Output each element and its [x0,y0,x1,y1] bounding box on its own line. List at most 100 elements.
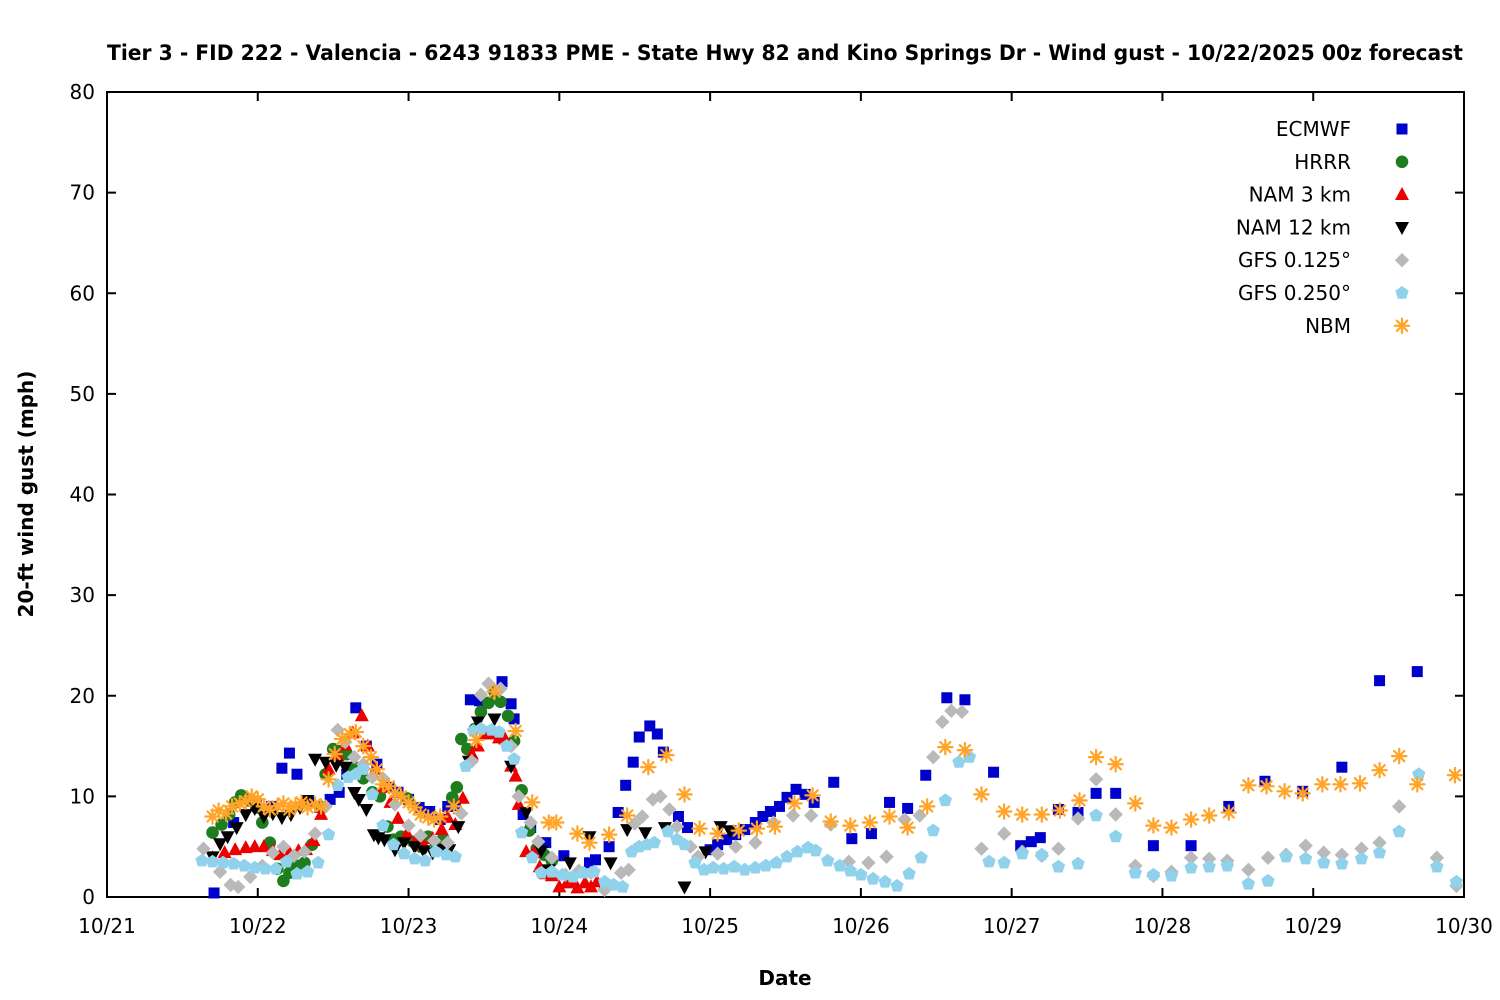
ecmwf-data-point [590,854,602,866]
gfs-0-250-data-point [474,722,488,735]
legend-label-gfs-0-125: GFS 0.125° [1238,248,1351,272]
ecmwf-data-point [865,828,877,840]
y-axis-title: 20-ft wind gust (mph) [14,371,38,618]
nbm-data-point [210,802,227,819]
nbm-data-point [412,806,429,823]
gfs-0-125-data-point [440,835,455,850]
nbm-data-point [269,798,286,815]
nam-12-km-data-point [274,812,289,826]
nam-12-km-data-point [638,827,653,841]
legend-item-nam-3-km: NAM 3 km [1249,183,1409,207]
nbm-data-point [748,820,766,837]
gfs-0-125-data-point [662,802,677,817]
gfs-0-250-data-point [1372,845,1387,859]
nam-12-km-data-point [377,834,392,848]
nbm-data-point [306,796,324,813]
gfs-0-125-data-point [748,835,763,850]
x-tick-label: 10/28 [1134,914,1192,938]
legend-item-hrrr: HRRR [1294,150,1409,174]
gfs-0-250-data-point [555,867,569,881]
gfs-0-250-data-point [821,853,835,867]
nam-12-km-data-point [722,825,737,839]
gfs-0-250-data-point [938,793,952,807]
nbm-data-point [312,798,330,815]
gfs-0-250-data-point [407,851,422,865]
gfs-0-250-data-point [769,855,784,869]
gfs-0-250-data-point [790,844,805,858]
nbm-data-point [1294,785,1311,802]
gfs-0-250-data-point [982,854,996,868]
y-tick-label: 20 [70,684,95,708]
gfs-0-250-data-point [507,752,521,765]
nam-12-km-data-point [351,793,366,807]
nbm-data-point [581,834,598,851]
gfs-0-125-data-point [1298,838,1313,853]
y-tick-label: 60 [70,281,95,305]
nbm-data-point [1013,806,1031,823]
ecmwf-data-point [508,713,520,725]
nam-12-km-data-point [534,845,549,859]
hrrr-data-point [482,696,495,710]
nam-3-km-legend-marker-icon [1395,187,1409,200]
nbm-data-point [425,811,443,828]
nam-3-km-data-point [228,842,243,856]
nbm-data-point [281,801,298,818]
y-tick-label: 40 [70,483,95,507]
x-tick-label: 10/22 [229,914,287,938]
gfs-0-250-data-point [525,850,539,864]
nbm-data-point [918,798,936,815]
nbm-data-point [1200,807,1218,824]
nam-3-km-data-point [552,879,567,893]
ecmwf-data-point [712,839,724,851]
gfs-0-125-data-point [493,681,508,696]
gfs-0-250-data-point [890,878,904,892]
x-tick-label: 10/27 [983,914,1041,938]
ecmwf-data-point [828,776,840,788]
gfs-0-250-data-point [576,865,591,879]
nbm-data-point [287,797,304,814]
x-tick-label: 10/26 [832,914,890,938]
legend-item-gfs-0-250: GFS 0.250° [1238,281,1409,305]
nbm-data-point [231,795,248,812]
gfs-0-125-data-point [265,845,281,860]
nbm-data-point [223,798,241,815]
gfs-0-250-data-point [1128,865,1142,879]
gfs-0-250-data-point [748,860,762,874]
series-nam-12-km [205,713,737,895]
gfs-0-250-data-point [661,824,675,838]
nbm-data-point [386,784,404,801]
ecmwf-data-point [721,834,733,846]
gfs-0-250-data-point [1261,873,1275,887]
hrrr-data-point [450,781,464,794]
nbm-data-point [676,786,693,803]
hrrr-data-point [494,695,507,709]
nbm-data-point [347,723,365,741]
nbm-data-point [1145,817,1162,834]
nbm-data-point [320,771,337,788]
gfs-0-250-data-point [1202,859,1216,873]
gfs-0-250-data-point [195,853,209,867]
gfs-0-250-data-point [227,856,241,870]
gfs-0-250-data-point [1015,846,1029,860]
gfs-0-250-data-point [878,874,892,888]
nam-12-km-data-point [347,786,362,800]
ecmwf-data-point [603,841,615,853]
ecmwf-data-point [558,850,570,862]
gfs-0-125-data-point [473,687,489,702]
legend-item-nbm: NBM [1305,314,1411,338]
gfs-0-125-data-point [481,676,496,691]
nam-12-km-data-point [487,713,502,727]
plot-area: 10/21 10/22 10/23 10/24 10/25 10/26 10/27 10/28… [70,80,1493,938]
gfs-0-250-data-point [1071,856,1085,870]
gfs-0-250-data-point [331,778,345,791]
nam-3-km-data-point [321,761,336,775]
nbm-data-point [766,818,784,835]
nbm-data-point [243,788,260,805]
gfs-0-125-data-point [996,826,1012,841]
nbm-data-point [255,798,273,815]
nam-12-km-data-point [713,821,728,835]
y-tick-label: 80 [70,80,95,104]
nbm-data-point [658,746,675,764]
ecmwf-data-point [672,811,684,822]
